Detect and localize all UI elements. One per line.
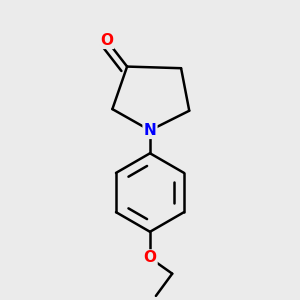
Text: O: O [143, 250, 157, 266]
Text: O: O [100, 33, 113, 48]
Text: N: N [144, 123, 156, 138]
